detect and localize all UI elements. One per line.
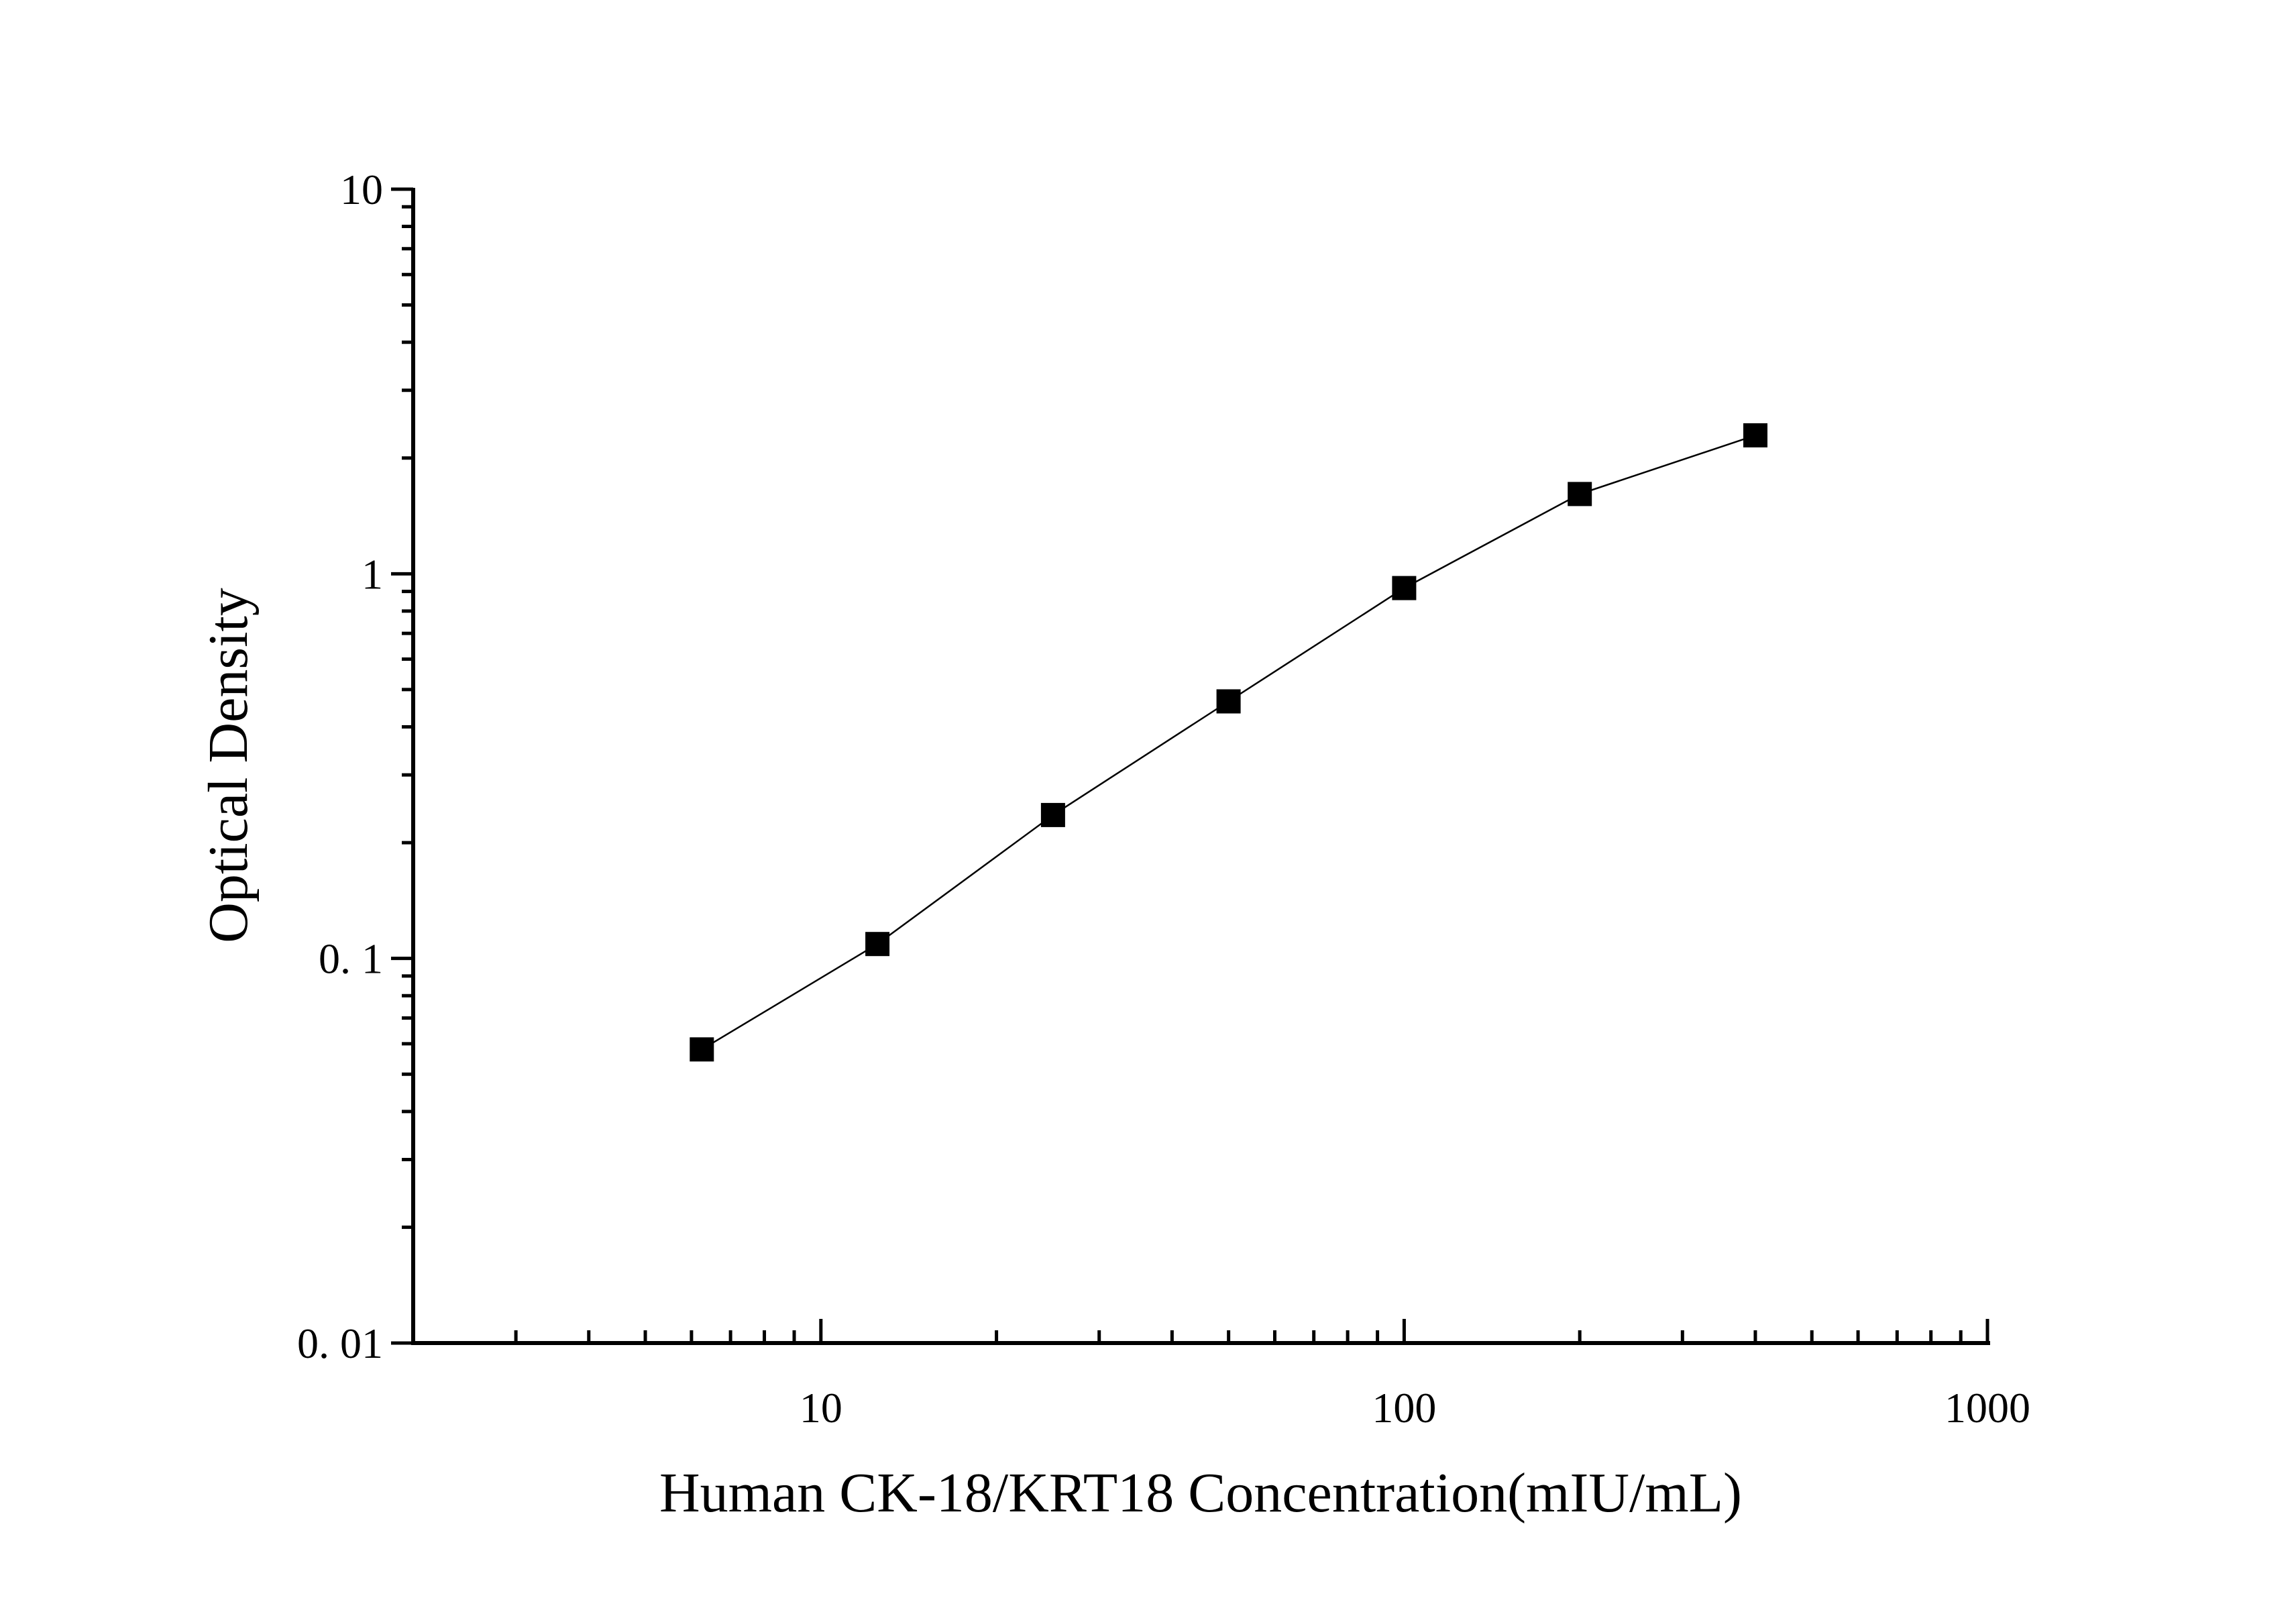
y-axis-title: Optical Density (197, 588, 260, 943)
x-tick-label: 1000 (1945, 1384, 2030, 1432)
data-point (690, 1037, 714, 1062)
y-axis-ticks (391, 187, 413, 1345)
data-point (1392, 576, 1417, 600)
x-axis-ticks (411, 1319, 1989, 1343)
data-series (690, 423, 1767, 1062)
y-tick-label: 10 (340, 166, 383, 213)
data-point (1040, 802, 1065, 827)
data-point (1743, 423, 1767, 447)
x-axis-tick-labels: 10 100 1000 (800, 1384, 2030, 1432)
y-tick-label: 0. 1 (319, 935, 383, 983)
x-tick-label: 10 (800, 1384, 842, 1432)
data-point (1568, 482, 1592, 506)
y-tick-label: 0. 01 (297, 1320, 383, 1367)
data-point (865, 932, 890, 957)
x-tick-label: 100 (1372, 1384, 1436, 1432)
x-axis-title: Human CK-18/KRT18 Concentration(mIU/mL) (659, 1462, 1742, 1524)
data-point (1216, 689, 1241, 714)
y-axis-tick-labels: 0. 01 0. 1 1 10 (297, 166, 383, 1367)
series-line (701, 434, 1756, 1051)
y-tick-label: 1 (362, 550, 383, 598)
